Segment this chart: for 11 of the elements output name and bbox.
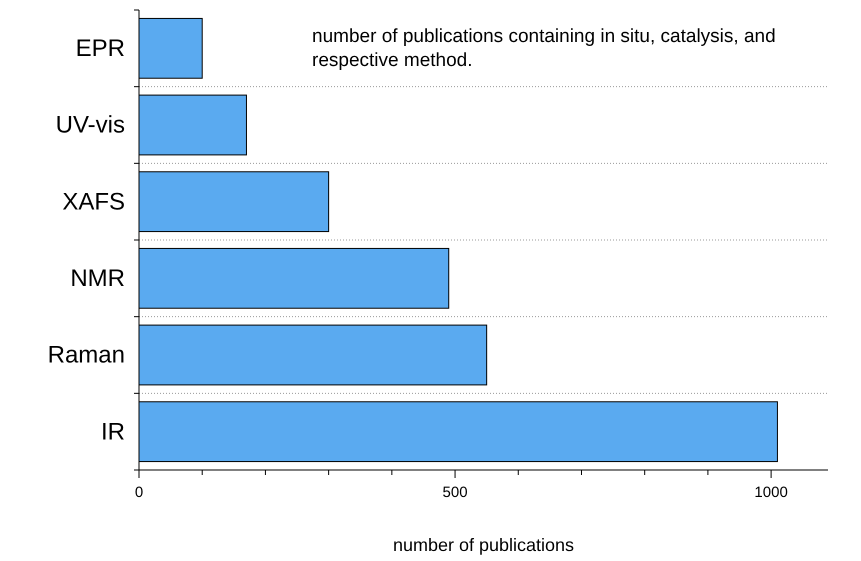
y-tick-label: IR: [101, 418, 125, 446]
y-tick-label: EPR: [76, 35, 125, 62]
y-tick-label: NMR: [70, 265, 125, 292]
x-axis-title: number of publications: [392, 535, 574, 555]
x-tick-label: 500: [442, 484, 468, 501]
x-tick-label: 1000: [754, 484, 788, 501]
x-tick-label: 0: [134, 484, 144, 501]
y-tick-label: UV-vis: [56, 112, 125, 139]
y-tick-label: Raman: [48, 342, 125, 369]
y-tick-label: XAFS: [62, 188, 125, 216]
annotation: number of publications containing in situ, catalysis, and respective method.: [312, 26, 776, 71]
